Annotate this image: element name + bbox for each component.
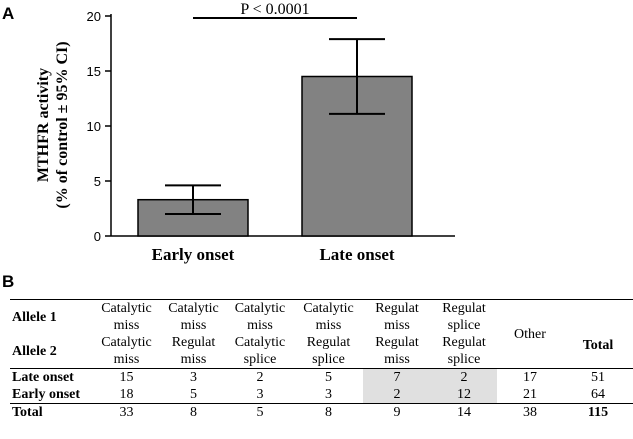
- allele2-col2-bottom: miss: [180, 352, 207, 367]
- category-label-1: Late onset: [319, 245, 394, 264]
- allele2-col3-bottom: splice: [243, 352, 277, 367]
- total-c8: 115: [563, 403, 633, 421]
- allele1-row: Allele 1 Catalytic Catalytic Catalytic C…: [10, 299, 633, 369]
- allele2-col5-top: Regulat: [375, 335, 419, 350]
- allele2-col4-bottom: splice: [312, 352, 345, 367]
- early-onset-row: Early onset 18 5 3 3 2 12 21 64: [10, 386, 633, 404]
- allele2-col2-top: Regulat: [171, 335, 216, 350]
- allele1-col5-bottom: miss: [384, 318, 410, 333]
- late-onset-row: Late onset 15 3 2 5 7 2 17 51: [10, 368, 633, 386]
- early-c5: 2: [363, 386, 431, 404]
- allele1-col6-bottom: splice: [447, 318, 481, 333]
- allele2-label: Allele 2: [12, 343, 57, 359]
- other-header: Other: [497, 299, 563, 369]
- early-c8: 64: [591, 387, 605, 402]
- y-tick-label-0: 0: [94, 229, 101, 244]
- panel-label-a: A: [2, 4, 15, 23]
- total-c3: 5: [226, 403, 294, 421]
- allele2-row: Allele 2 Catalytic Regulat Catalytic Reg…: [10, 334, 633, 359]
- allele2-col4-top: Regulat: [306, 335, 351, 350]
- early-onset-label: Early onset: [12, 387, 81, 402]
- y-tick-label-1: 5: [94, 174, 101, 189]
- p-value-label: P < 0.0001: [240, 1, 309, 18]
- allele1-col6-top: Regulat: [431, 299, 497, 317]
- total-c2: 8: [161, 403, 226, 421]
- y-axis-label-line1: MTHFR activity: [35, 68, 52, 182]
- allele2-col3-top: Catalytic: [234, 335, 286, 350]
- late-c8: 51: [563, 368, 633, 386]
- late-c5: 7: [363, 368, 431, 386]
- bars: [137, 75, 413, 237]
- category-labels: Early onset Late onset: [152, 245, 395, 264]
- total-c5: 9: [363, 403, 431, 421]
- late-c4: 5: [294, 368, 363, 386]
- early-c2: 5: [190, 387, 197, 402]
- allele2-col1-top: Catalytic: [101, 335, 152, 350]
- allele1-col2-bottom: miss: [180, 318, 207, 333]
- allele1-col3-top: Catalytic: [226, 299, 294, 317]
- allele1-col4-bottom: miss: [315, 318, 342, 333]
- allele2-col5-bottom: miss: [384, 352, 410, 367]
- late-c1: 15: [92, 368, 161, 386]
- total-c7: 38: [497, 403, 563, 421]
- early-c3: 3: [256, 387, 264, 402]
- allele1-col1-top: Catalytic: [92, 299, 161, 317]
- allele1-col2-top: Catalytic: [161, 299, 226, 317]
- total-row: Total 33 8 5 8 9 14 38 115: [10, 403, 633, 421]
- allele2-col1-bottom: miss: [113, 352, 140, 367]
- allele1-col5-top: Regulat: [363, 299, 431, 317]
- late-c7: 17: [497, 368, 563, 386]
- early-c7: 21: [523, 387, 537, 402]
- y-tick-label-2: 10: [87, 119, 101, 134]
- allele2-col6-bottom: splice: [447, 352, 481, 367]
- total-c1: 33: [92, 403, 161, 421]
- allele1-row-b: miss miss miss miss miss splice: [10, 317, 633, 334]
- allele2-col6-top: Regulat: [442, 335, 486, 350]
- late-c6: 2: [431, 368, 497, 386]
- total-label: Total: [10, 403, 92, 421]
- y-axis-label: MTHFR activity (% of control ± 95% CI): [35, 41, 71, 208]
- late-c2: 3: [161, 368, 226, 386]
- y-tick-label-3: 15: [87, 64, 101, 79]
- error-bars: [165, 38, 385, 215]
- total-c6: 14: [431, 403, 497, 421]
- allele1-col1-bottom: miss: [113, 318, 140, 333]
- total-header: Total: [563, 299, 633, 369]
- mutation-table: Allele 1 Catalytic Catalytic Catalytic C…: [10, 299, 633, 421]
- panel-label-b: B: [2, 272, 15, 291]
- late-c3: 2: [226, 368, 294, 386]
- early-c4: 3: [325, 387, 332, 402]
- allele1-col4-top: Catalytic: [294, 299, 363, 317]
- late-onset-label: Late onset: [10, 368, 92, 386]
- bar-chart: 0 5 10 15 20 Early onset Late onset P < 0.000…: [35, 1, 455, 264]
- y-axis-label-line2: (% of control ± 95% CI): [54, 41, 71, 208]
- category-label-0: Early onset: [152, 245, 235, 264]
- allele1-label: Allele 1: [10, 299, 92, 334]
- y-ticks: 0 5 10 15 20: [87, 9, 111, 244]
- y-tick-label-4: 20: [87, 9, 101, 24]
- early-c6: 12: [431, 386, 497, 404]
- allele1-col3-bottom: miss: [247, 318, 273, 333]
- early-c1: 18: [119, 387, 134, 402]
- allele2-row-b: miss miss splice splice miss splice: [10, 351, 633, 369]
- total-c4: 8: [294, 403, 363, 421]
